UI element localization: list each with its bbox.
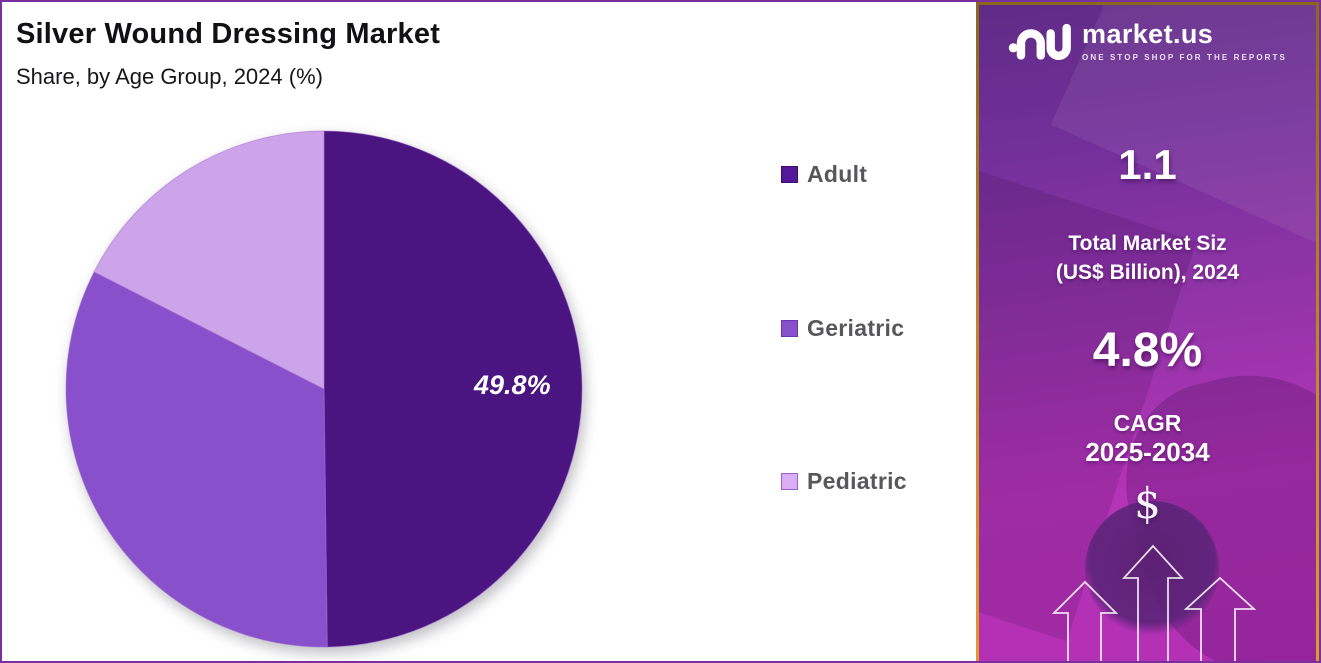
legend-swatch-geriatric: [781, 320, 798, 337]
brand-tagline: ONE STOP SHOP FOR THE REPORTS: [1082, 52, 1287, 62]
market-size-value: 1.1: [1118, 141, 1177, 188]
market-size-label-line2: (US$ Billion), 2024: [1055, 261, 1240, 284]
legend-swatch-pediatric: [781, 473, 798, 490]
sidebar-panel: market.us ONE STOP SHOP FOR THE REPORTS …: [976, 2, 1319, 661]
dollar-sign-icon: $: [1134, 479, 1161, 528]
pie-slice-adult: [323, 130, 583, 648]
brand-name: market.us: [1082, 18, 1214, 49]
pie-chart: 49.8%: [65, 130, 583, 648]
legend-swatch-adult: [781, 166, 798, 183]
market-size-label: Total Market Siz (US$ Billion), 2024: [979, 229, 1316, 287]
brand-text-block: market.us ONE STOP SHOP FOR THE REPORTS: [1082, 18, 1287, 62]
page-subtitle: Share, by Age Group, 2024 (%): [16, 64, 323, 89]
marketus-logo-icon: [1008, 23, 1071, 60]
legend-label-geriatric: Geriatric: [807, 315, 905, 341]
pie-slice-pediatric: [93, 130, 325, 390]
pie-data-label: 49.8%: [473, 370, 551, 400]
growth-arrows-icon: [1051, 544, 1257, 661]
page-title: Silver Wound Dressing Market: [16, 18, 441, 50]
cagr-period: 2025-2034: [1085, 437, 1210, 467]
cagr-value: 4.8%: [1092, 324, 1203, 377]
legend-item-pediatric: Pediatric: [781, 468, 907, 495]
cagr-label: CAGR: [1113, 410, 1182, 436]
market-size-label-line1: Total Market Siz: [1068, 232, 1227, 255]
pie-slice-geriatric: [65, 271, 328, 648]
legend-label-adult: Adult: [807, 161, 868, 187]
legend-item-geriatric: Geriatric: [781, 315, 904, 342]
legend-item-adult: Adult: [781, 161, 867, 188]
legend-label-pediatric: Pediatric: [807, 468, 907, 494]
brand-logo: market.us ONE STOP SHOP FOR THE REPORTS: [979, 18, 1316, 64]
